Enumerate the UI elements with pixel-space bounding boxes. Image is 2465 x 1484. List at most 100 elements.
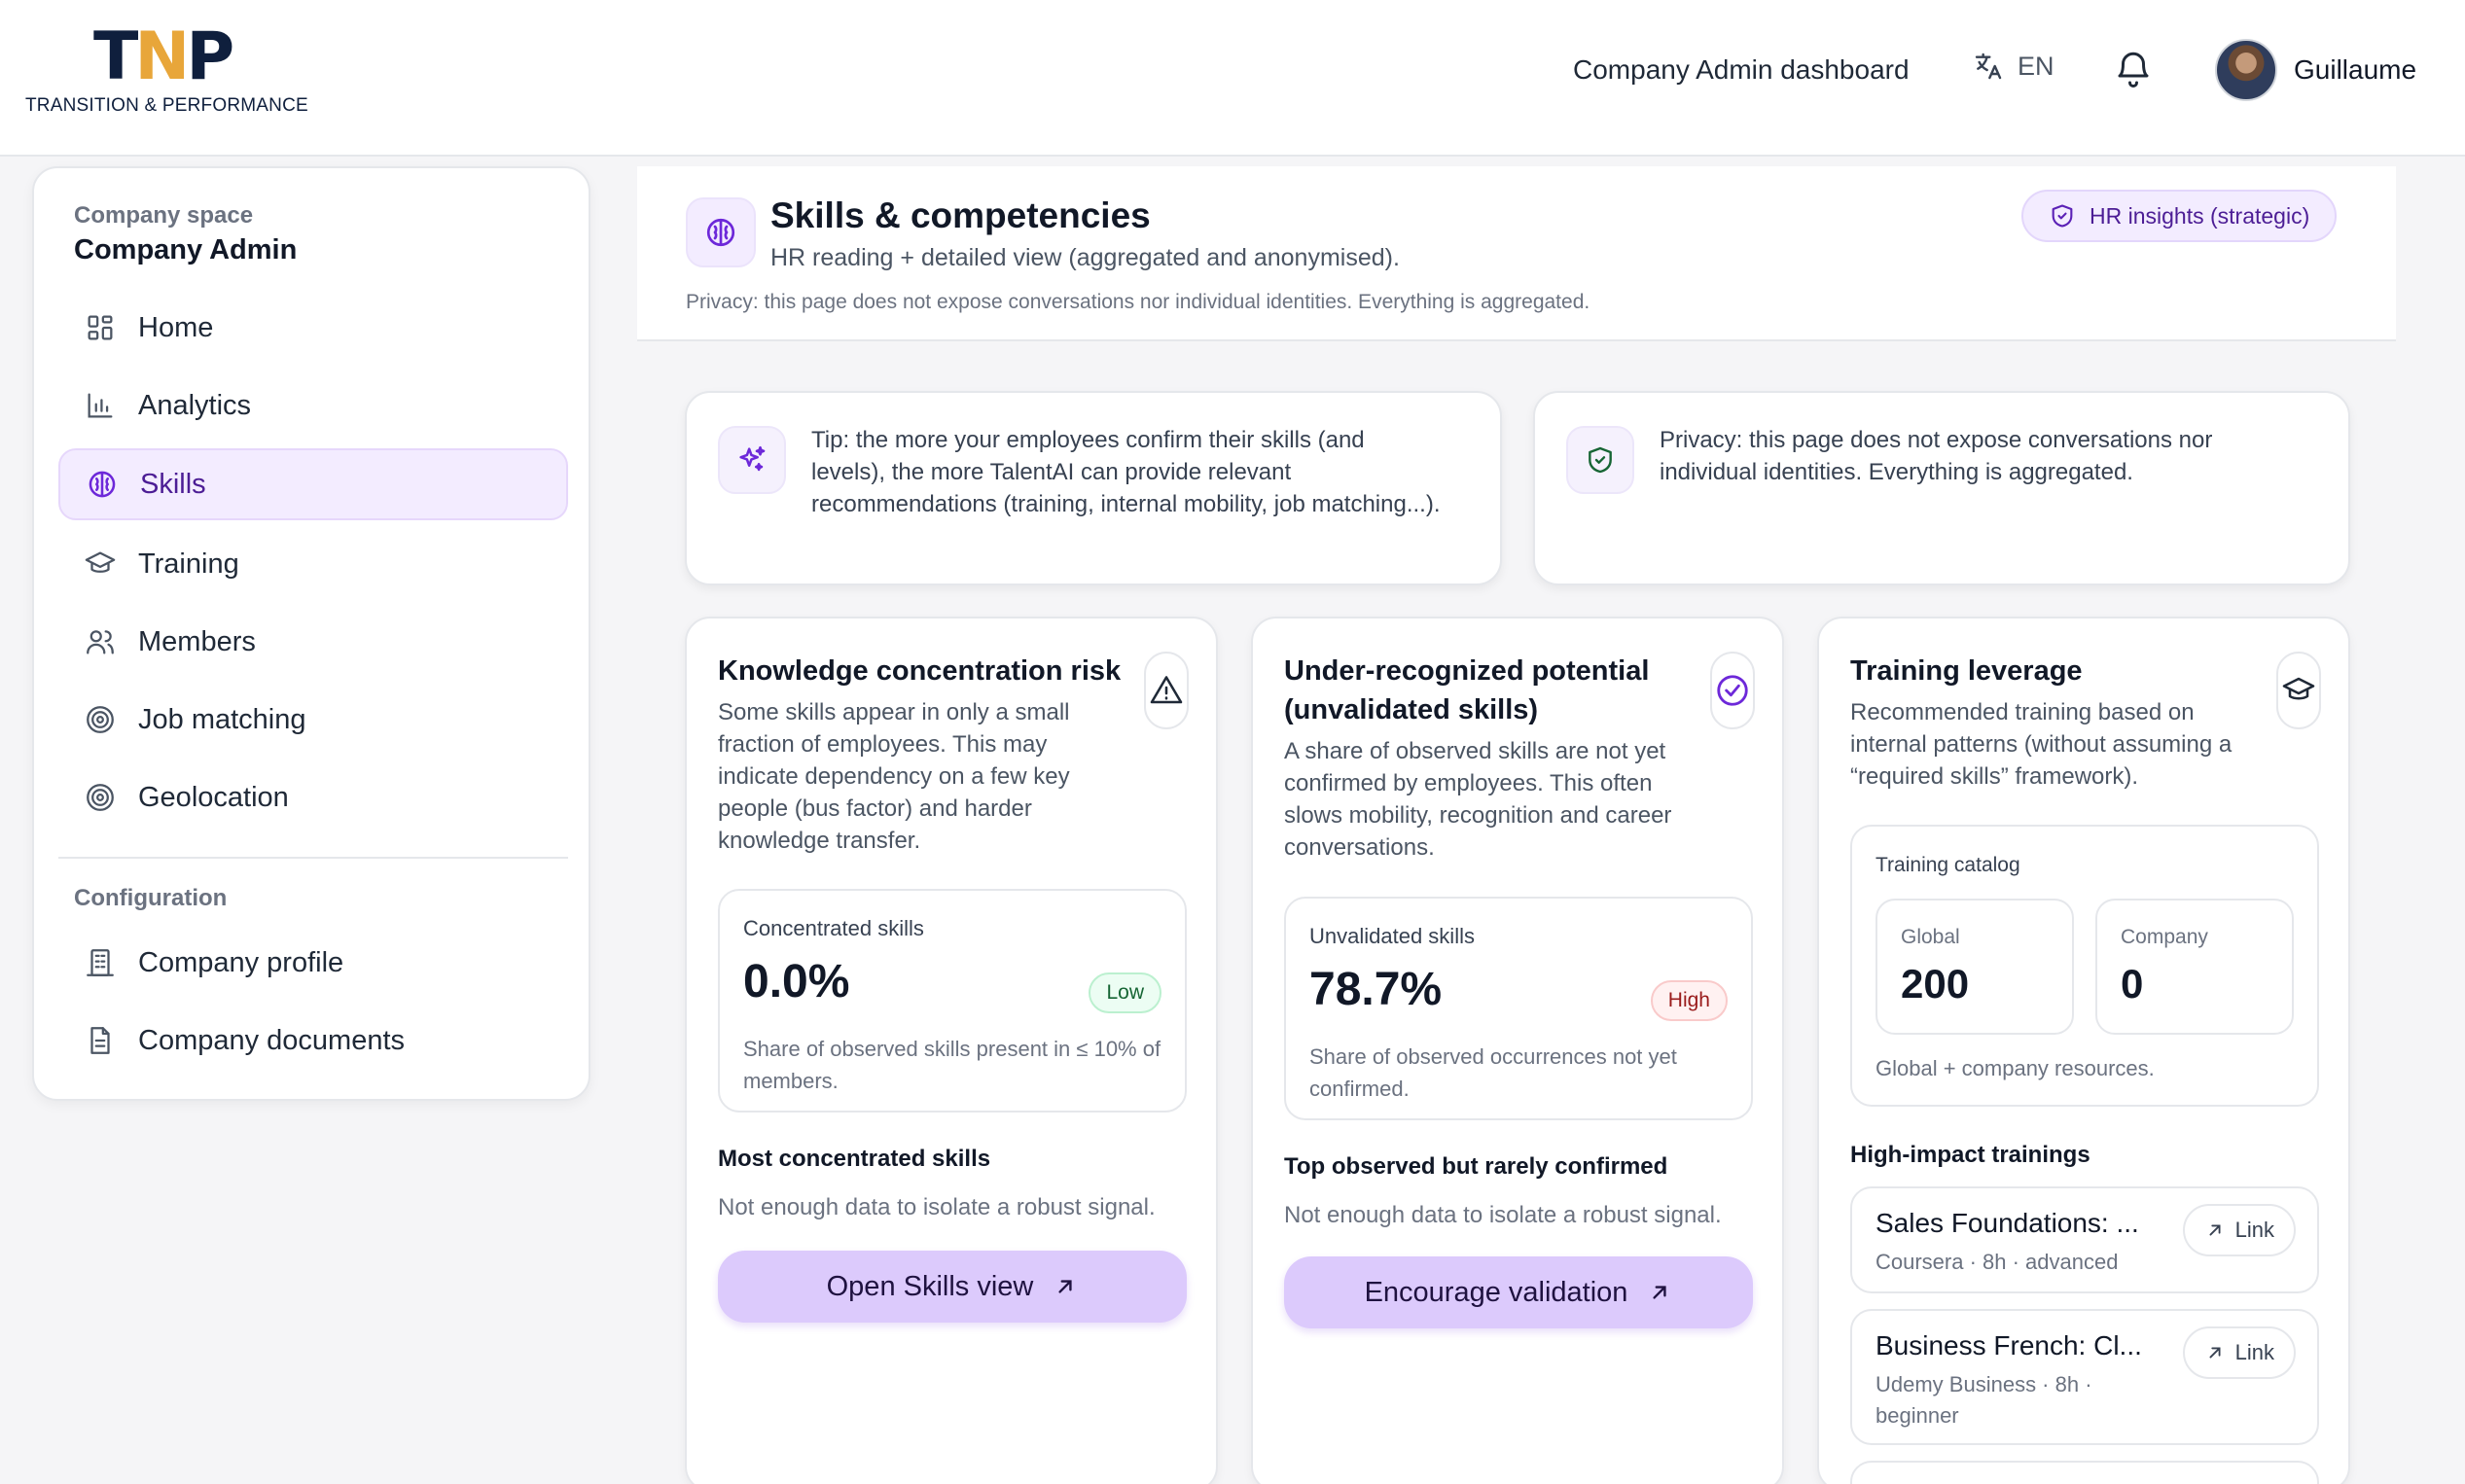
- training-item[interactable]: Business French: Cl... Udemy Business · …: [1850, 1309, 2319, 1445]
- privacy-card: Privacy: this page does not expose conve…: [1533, 391, 2350, 585]
- target-icon: [87, 706, 114, 733]
- link-label: Link: [2234, 1218, 2274, 1242]
- hr-insights-label: HR insights (strategic): [2090, 202, 2310, 229]
- section-note: Not enough data to isolate a robust sign…: [718, 1194, 1156, 1220]
- training-leverage-card: Training leverage Recommended training b…: [1817, 617, 2350, 1484]
- card-description: Recommended training based on internal p…: [1850, 699, 2233, 790]
- shield-icon: [1566, 426, 1634, 494]
- logo-text: TRANSITION & PERFORMANCE: [25, 95, 308, 116]
- sidebar: Company space Company Admin Home Analyti…: [32, 166, 590, 1101]
- sidebar-item-label: Company documents: [138, 1024, 406, 1056]
- metric-value: 0.0%: [743, 956, 850, 1007]
- check-circle-icon: [1710, 652, 1755, 729]
- sidebar-item-members[interactable]: Members: [58, 606, 568, 678]
- global-stat: Global 200: [1876, 899, 2074, 1035]
- document-icon: [90, 1027, 110, 1054]
- status-badge: High: [1650, 980, 1728, 1021]
- page-subtitle: HR reading + detailed view (aggregated a…: [770, 244, 1400, 271]
- configuration-label: Configuration: [74, 885, 228, 911]
- sidebar-item-label: Company profile: [138, 946, 344, 978]
- logo-mark: TNP: [93, 18, 234, 95]
- language-switcher[interactable]: EN: [1973, 51, 2054, 82]
- users-icon: [87, 630, 114, 654]
- privacy-note: Privacy: this page does not expose conve…: [686, 291, 1590, 313]
- card-description: A share of observed skills are not yet c…: [1284, 738, 1672, 861]
- sidebar-item-label: Geolocation: [138, 781, 289, 813]
- sidebar-item-analytics[interactable]: Analytics: [58, 370, 568, 442]
- training-title: Sales Foundations: ...: [1876, 1208, 2139, 1238]
- button-label: Encourage validation: [1364, 1276, 1628, 1308]
- link-label: Link: [2234, 1340, 2274, 1364]
- sidebar-item-label: Skills: [140, 468, 206, 500]
- sidebar-divider: [58, 857, 568, 859]
- graduation-cap-icon: [2276, 652, 2321, 729]
- sidebar-item-home[interactable]: Home: [58, 292, 568, 364]
- grid-icon: [88, 315, 113, 340]
- training-link-button[interactable]: Link: [2182, 1326, 2296, 1379]
- concentration-risk-card: Knowledge concentration risk Some skills…: [685, 617, 1218, 1484]
- metric-label: Concentrated skills: [743, 916, 924, 940]
- section-note: Not enough data to isolate a robust sign…: [1284, 1202, 1722, 1228]
- brain-icon: [89, 471, 116, 498]
- page-title: Skills & competencies: [770, 195, 1151, 235]
- company-stat: Company 0: [2095, 899, 2294, 1035]
- language-label: EN: [2018, 51, 2054, 81]
- page-header: Skills & competencies HR reading + detai…: [637, 166, 2396, 341]
- sidebar-item-label: Training: [138, 548, 239, 580]
- shield-icon: [2052, 204, 2073, 228]
- arrow-up-right-icon: [2209, 1347, 2221, 1359]
- metric-help: Share of observed skills present in ≤ 10…: [743, 1037, 1161, 1093]
- sidebar-item-company-documents[interactable]: Company documents: [58, 1005, 568, 1077]
- card-description: Some skills appear in only a small fract…: [718, 699, 1070, 854]
- warning-icon: [1144, 652, 1189, 729]
- top-bar: TNP TRANSITION & PERFORMANCE Company Adm…: [0, 0, 2465, 157]
- stat-value: 0: [2121, 961, 2144, 1007]
- sidebar-item-company-profile[interactable]: Company profile: [58, 927, 568, 999]
- card-title: Under-recognized potential (unvalidated …: [1284, 655, 1650, 725]
- training-link-button[interactable]: Link: [2182, 1204, 2296, 1256]
- card-title: Knowledge concentration risk: [718, 655, 1122, 687]
- metric-value: 78.7%: [1309, 964, 1443, 1015]
- stat-label: Global: [1901, 926, 1960, 948]
- target-icon: [87, 784, 114, 811]
- training-meta: Udemy Business · 8h · beginner: [1876, 1372, 2092, 1428]
- stat-label: Company: [2121, 926, 2208, 948]
- company-name: Company Admin: [74, 234, 298, 265]
- hr-insights-badge[interactable]: HR insights (strategic): [2021, 190, 2338, 242]
- training-item[interactable]: Sales Foundations: ... Coursera · 8h · a…: [1850, 1186, 2319, 1293]
- status-badge: Low: [1089, 972, 1161, 1013]
- stat-value: 200: [1901, 961, 1970, 1007]
- catalog-footer: Global + company resources.: [1876, 1056, 2155, 1080]
- sidebar-item-label: Members: [138, 625, 256, 657]
- section-title: Most concentrated skills: [718, 1146, 991, 1172]
- concentrated-skills-metric: Concentrated skills 0.0% Low Share of ob…: [718, 889, 1187, 1113]
- sidebar-item-label: Job matching: [138, 703, 306, 735]
- training-item[interactable]: [1850, 1461, 2319, 1484]
- sidebar-item-skills[interactable]: Skills: [58, 448, 568, 520]
- training-title: Business French: Cl...: [1876, 1330, 2142, 1360]
- arrow-up-right-icon: [1058, 1280, 1072, 1293]
- open-skills-view-button[interactable]: Open Skills view: [718, 1251, 1187, 1323]
- user-name[interactable]: Guillaume: [2294, 54, 2417, 85]
- sidebar-item-training[interactable]: Training: [58, 528, 568, 600]
- encourage-validation-button[interactable]: Encourage validation: [1284, 1256, 1753, 1328]
- sidebar-item-geolocation[interactable]: Geolocation: [58, 761, 568, 833]
- company-logo[interactable]: TNP TRANSITION & PERFORMANCE: [25, 18, 308, 121]
- dashboard-link[interactable]: Company Admin dashboard: [1573, 54, 1910, 85]
- tip-card: Tip: the more your employees confirm the…: [685, 391, 1502, 585]
- translate-icon: [1975, 53, 2002, 80]
- catalog-label: Training catalog: [1876, 854, 2020, 876]
- tip-text: Tip: the more your employees confirm the…: [811, 427, 1441, 517]
- building-icon: [87, 949, 114, 976]
- sidebar-item-label: Analytics: [138, 389, 252, 421]
- button-label: Open Skills view: [826, 1270, 1034, 1302]
- sidebar-item-job-matching[interactable]: Job matching: [58, 684, 568, 756]
- graduation-cap-icon: [85, 551, 116, 573]
- section-title: Top observed but rarely confirmed: [1284, 1153, 1668, 1180]
- sparkles-icon: [718, 426, 786, 494]
- training-catalog: Training catalog Global 200 Company 0 Gl…: [1850, 825, 2319, 1107]
- metric-help: Share of observed occurrences not yet co…: [1309, 1044, 1677, 1101]
- avatar[interactable]: [2215, 39, 2277, 101]
- bell-icon[interactable]: [2113, 47, 2154, 91]
- company-space-label: Company space: [74, 202, 254, 229]
